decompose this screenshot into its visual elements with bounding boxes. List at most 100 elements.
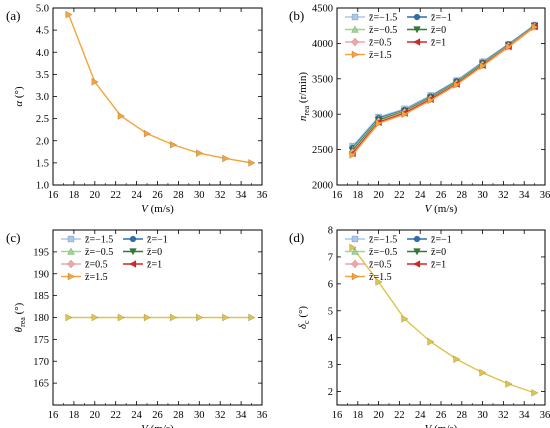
legend-marker bbox=[413, 260, 421, 268]
y-tick-label: 3 bbox=[328, 360, 333, 371]
series-line bbox=[352, 26, 536, 156]
data-point-marker bbox=[117, 313, 125, 322]
x-tick-label: 22 bbox=[110, 190, 121, 201]
data-point-marker bbox=[349, 151, 357, 159]
legend-entry: z̄=1.5 bbox=[345, 50, 392, 61]
x-tick-label: 26 bbox=[152, 190, 163, 201]
x-tick-label: 36 bbox=[257, 410, 268, 421]
x-tick-label: 34 bbox=[519, 410, 530, 421]
x-tick-label: 28 bbox=[457, 410, 468, 421]
data-point-marker bbox=[375, 278, 383, 286]
legend-marker bbox=[413, 248, 421, 256]
y-tick-label: 190 bbox=[33, 269, 49, 280]
x-tick-label: 32 bbox=[498, 190, 509, 201]
data-point-marker bbox=[531, 23, 539, 31]
chart-panel-3: (c) 16 18 20 22 24 26 28 30 32 34 36 165 170 175 180 185… bbox=[6, 229, 268, 428]
data-point-marker bbox=[349, 243, 357, 252]
data-point-marker bbox=[505, 380, 513, 388]
y-tick-label: 4000 bbox=[312, 39, 333, 50]
data-point-marker bbox=[479, 62, 487, 70]
x-tick-label: 24 bbox=[415, 410, 426, 421]
series-1 bbox=[65, 313, 256, 322]
legend-marker bbox=[351, 50, 359, 59]
data-point-marker bbox=[505, 43, 513, 51]
data-point-marker bbox=[248, 313, 256, 322]
y-tick-label: 4.0 bbox=[36, 48, 49, 59]
y-tick-label: 195 bbox=[33, 247, 49, 258]
x-tick-label: 28 bbox=[173, 410, 184, 421]
y-axis-label: nrea (r/min) bbox=[297, 72, 311, 122]
x-tick-label: 28 bbox=[457, 190, 468, 201]
y-tick-label: 165 bbox=[33, 379, 49, 390]
panel-label: (a) bbox=[6, 8, 20, 23]
legend-marker bbox=[67, 259, 75, 269]
legend-label: z̄=0.5 bbox=[369, 260, 392, 271]
series-1 bbox=[349, 243, 539, 397]
y-tick-label: 185 bbox=[33, 291, 49, 302]
data-point-marker bbox=[401, 110, 409, 119]
x-tick-label: 36 bbox=[257, 190, 268, 201]
data-point-marker bbox=[453, 355, 461, 364]
y-tick-label: 3500 bbox=[312, 74, 333, 85]
legend-entry: z̄=0 bbox=[123, 247, 162, 258]
legend-label: z̄=0.5 bbox=[369, 38, 392, 49]
data-point-marker bbox=[117, 112, 125, 120]
y-tick-label: 2500 bbox=[312, 145, 333, 156]
legend-marker bbox=[413, 235, 421, 243]
data-point-marker bbox=[91, 313, 99, 322]
x-tick-label: 16 bbox=[332, 190, 343, 201]
x-tick-label: 36 bbox=[540, 410, 550, 421]
legend-label: z̄=−1 bbox=[147, 235, 168, 246]
y-tick-label: 5.0 bbox=[36, 4, 49, 15]
panel-label: (b) bbox=[289, 8, 304, 23]
x-tick-label: 24 bbox=[415, 190, 426, 201]
y-axis-label: α (°) bbox=[13, 86, 25, 107]
y-tick-label: 4.5 bbox=[36, 26, 49, 37]
series-line bbox=[352, 247, 535, 394]
data-point-marker bbox=[196, 149, 204, 157]
x-tick-label: 18 bbox=[69, 410, 80, 421]
y-tick-label: 8 bbox=[328, 226, 333, 237]
y-tick-label: 7 bbox=[328, 252, 333, 263]
legend-entry: z̄=−0.5 bbox=[345, 25, 397, 36]
x-tick-label: 16 bbox=[48, 410, 59, 421]
panel-label: (c) bbox=[6, 230, 20, 245]
x-tick-label: 30 bbox=[194, 410, 205, 421]
x-tick-label: 16 bbox=[332, 410, 343, 421]
x-tick-label: 22 bbox=[394, 410, 405, 421]
legend-label: z̄=−0.5 bbox=[369, 25, 397, 36]
legend-marker bbox=[351, 259, 359, 269]
legend-marker bbox=[129, 260, 137, 268]
x-axis-label: V (m/s) bbox=[141, 203, 174, 215]
x-tick-label: 30 bbox=[477, 410, 488, 421]
data-point-marker bbox=[143, 129, 151, 138]
x-axis-label: V (m/s) bbox=[141, 423, 174, 428]
legend-entry: z̄=0 bbox=[407, 25, 446, 36]
y-tick-label: 4500 bbox=[312, 4, 333, 15]
y-tick-label: 5 bbox=[328, 306, 333, 317]
x-tick-label: 18 bbox=[353, 410, 364, 421]
legend-entry: z̄=1 bbox=[407, 38, 446, 49]
legend-entry: z̄=−1.5 bbox=[345, 13, 397, 24]
data-point-marker bbox=[531, 389, 539, 397]
data-point-marker bbox=[222, 154, 230, 163]
data-point-marker bbox=[143, 313, 151, 322]
data-point-marker bbox=[375, 119, 383, 128]
y-tick-label: 2.0 bbox=[36, 136, 49, 147]
legend-entry: z̄=1.5 bbox=[61, 272, 108, 283]
legend-label: z̄=1 bbox=[431, 260, 446, 271]
x-tick-label: 24 bbox=[131, 190, 142, 201]
x-tick-label: 34 bbox=[519, 190, 530, 201]
legend-entry: z̄=−0.5 bbox=[345, 247, 397, 258]
data-point-marker bbox=[65, 10, 73, 19]
x-axis-label: V (m/s) bbox=[425, 423, 458, 428]
y-tick-label: 175 bbox=[33, 335, 49, 346]
legend-marker bbox=[351, 25, 359, 33]
y-tick-label: 4 bbox=[328, 333, 334, 344]
legend-label: z̄=1.5 bbox=[369, 50, 392, 61]
legend-label: z̄=0 bbox=[147, 247, 162, 258]
legend-label: z̄=−1 bbox=[431, 13, 452, 24]
x-axis-label: V (m/s) bbox=[425, 203, 458, 215]
y-tick-label: 3000 bbox=[312, 110, 333, 121]
series-1 bbox=[65, 10, 256, 167]
